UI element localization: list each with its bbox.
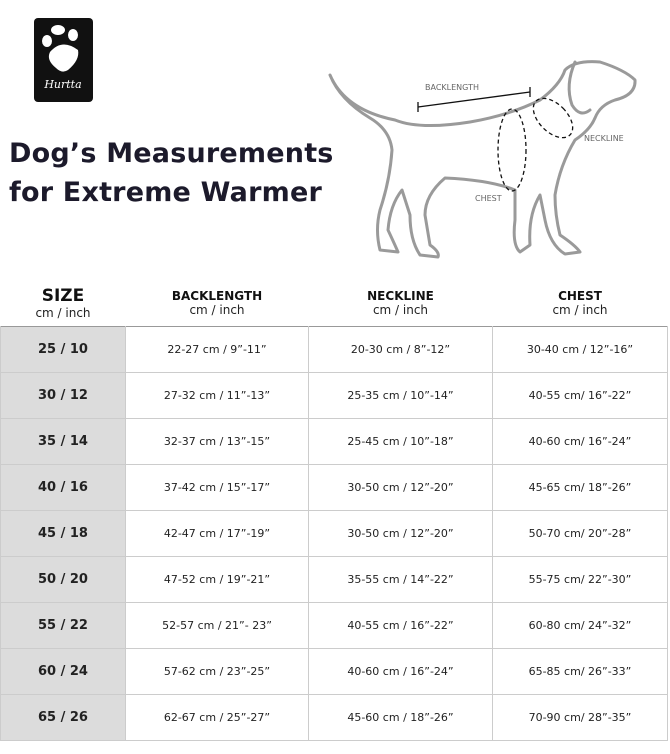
title-line: for Extreme Warmer bbox=[9, 177, 322, 208]
table-cell: 35-55 cm / 14”-22” bbox=[308, 556, 493, 603]
table-row: 45 / 18 42-47 cm / 17”-19” 30-50 cm / 12”-… bbox=[0, 510, 668, 557]
table-cell: 30-50 cm / 12”-20” bbox=[308, 464, 493, 511]
logo: Hurtta bbox=[34, 18, 93, 102]
table-cell: 40-55 cm / 16”-22” bbox=[308, 602, 493, 649]
diagram-label: BACKLENGTH bbox=[425, 83, 479, 92]
table-cell: 65-85 cm/ 26”-33” bbox=[492, 648, 668, 695]
size-cell: 30 / 12 bbox=[0, 372, 126, 419]
column-unit: cm / inch bbox=[35, 306, 91, 320]
title-line: Dog’s Measurements bbox=[9, 138, 334, 169]
table-cell: 57-62 cm / 23”-25” bbox=[125, 648, 309, 695]
table-cell: 30-40 cm / 12”-16” bbox=[492, 326, 668, 373]
diagram-label: CHEST bbox=[475, 194, 502, 203]
table-row: 55 / 22 52-57 cm / 21”- 23” 40-55 cm / 16”… bbox=[0, 602, 668, 649]
table-cell: 50-70 cm/ 20”-28” bbox=[492, 510, 668, 557]
table-cell: 47-52 cm / 19”-21” bbox=[125, 556, 309, 603]
column-header: BACKLENGTH cm / inch bbox=[126, 280, 309, 327]
table-cell: 22-27 cm / 9”-11” bbox=[125, 326, 309, 373]
table-cell: 52-57 cm / 21”- 23” bbox=[125, 602, 309, 649]
table-cell: 20-30 cm / 8”-12” bbox=[308, 326, 493, 373]
table-cell: 25-35 cm / 10”-14” bbox=[308, 372, 493, 419]
table-cell: 32-37 cm / 13”-15” bbox=[125, 418, 309, 465]
table-row: 60 / 24 57-62 cm / 23”-25” 40-60 cm / 16”-… bbox=[0, 648, 668, 695]
column-name: BACKLENGTH bbox=[171, 289, 263, 303]
size-table: SIZE cm / inch BACKLENGTH cm / inch NECKLINE… bbox=[0, 280, 668, 741]
size-cell: 25 / 10 bbox=[0, 326, 126, 373]
table-cell: 40-55 cm/ 16”-22” bbox=[492, 372, 668, 419]
table-row: 30 / 12 27-32 cm / 11”-13” 25-35 cm / 10”-… bbox=[0, 372, 668, 419]
size-cell: 45 / 18 bbox=[0, 510, 126, 557]
column-name: CHEST bbox=[558, 289, 602, 303]
table-body: 25 / 10 22-27 cm / 9”-11” 20-30 cm / 8”-12… bbox=[0, 326, 668, 741]
size-cell: 55 / 22 bbox=[0, 602, 126, 649]
size-cell: 50 / 20 bbox=[0, 556, 126, 603]
table-row: 65 / 26 62-67 cm / 25”-27” 45-60 cm / 18”-… bbox=[0, 694, 668, 741]
table-row: 35 / 14 32-37 cm / 13”-15” 25-45 cm / 10”-… bbox=[0, 418, 668, 465]
size-cell: 65 / 26 bbox=[0, 694, 126, 741]
table-cell: 27-32 cm / 11”-13” bbox=[125, 372, 309, 419]
column-header: NECKLINE cm / inch bbox=[309, 280, 493, 327]
measure-lines bbox=[417, 87, 574, 192]
size-cell: 60 / 24 bbox=[0, 648, 126, 695]
diagram-labels: BACKLENGTH NECKLINE CHEST bbox=[425, 83, 624, 203]
table-cell: 25-45 cm / 10”-18” bbox=[308, 418, 493, 465]
table-cell: 40-60 cm / 16”-24” bbox=[308, 648, 493, 695]
logo-text: Hurtta bbox=[43, 78, 81, 91]
table-cell: 45-65 cm/ 18”-26” bbox=[492, 464, 668, 511]
column-unit: cm / inch bbox=[189, 303, 245, 317]
table-cell: 30-50 cm / 12”-20” bbox=[308, 510, 493, 557]
table-cell: 62-67 cm / 25”-27” bbox=[125, 694, 309, 741]
table-row: 50 / 20 47-52 cm / 19”-21” 35-55 cm / 14”-… bbox=[0, 556, 668, 603]
table-row: 25 / 10 22-27 cm / 9”-11” 20-30 cm / 8”-12… bbox=[0, 326, 668, 373]
column-name: NECKLINE bbox=[367, 289, 434, 303]
dog-outline bbox=[328, 60, 637, 259]
table-cell: 45-60 cm / 18”-26” bbox=[308, 694, 493, 741]
table-cell: 37-42 cm / 15”-17” bbox=[125, 464, 309, 511]
table-cell: 42-47 cm / 17”-19” bbox=[125, 510, 309, 557]
size-cell: 40 / 16 bbox=[0, 464, 126, 511]
table-cell: 55-75 cm/ 22”-30” bbox=[492, 556, 668, 603]
table-cell: 40-60 cm/ 16”-24” bbox=[492, 418, 668, 465]
size-cell: 35 / 14 bbox=[0, 418, 126, 465]
column-unit: cm / inch bbox=[552, 303, 608, 317]
table-row: 40 / 16 37-42 cm / 15”-17” 30-50 cm / 12”-… bbox=[0, 464, 668, 511]
table-cell: 70-90 cm/ 28”-35” bbox=[492, 694, 668, 741]
column-unit: cm / inch bbox=[372, 303, 429, 317]
column-header: SIZE cm / inch bbox=[1, 280, 126, 327]
column-name: SIZE bbox=[41, 286, 85, 306]
column-header: CHEST cm / inch bbox=[493, 280, 668, 327]
diagram-label: NECKLINE bbox=[584, 134, 624, 143]
header-graphics: Hurtta BACKLENGTH NECKLINE CHEST bbox=[34, 18, 637, 259]
table-cell: 60-80 cm/ 24”-32” bbox=[492, 602, 668, 649]
header-row: SIZE cm / inch BACKLENGTH cm / inch NECKLINE… bbox=[1, 280, 668, 327]
